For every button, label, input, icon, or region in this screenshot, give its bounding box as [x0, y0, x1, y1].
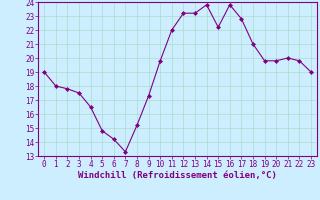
X-axis label: Windchill (Refroidissement éolien,°C): Windchill (Refroidissement éolien,°C) [78, 171, 277, 180]
